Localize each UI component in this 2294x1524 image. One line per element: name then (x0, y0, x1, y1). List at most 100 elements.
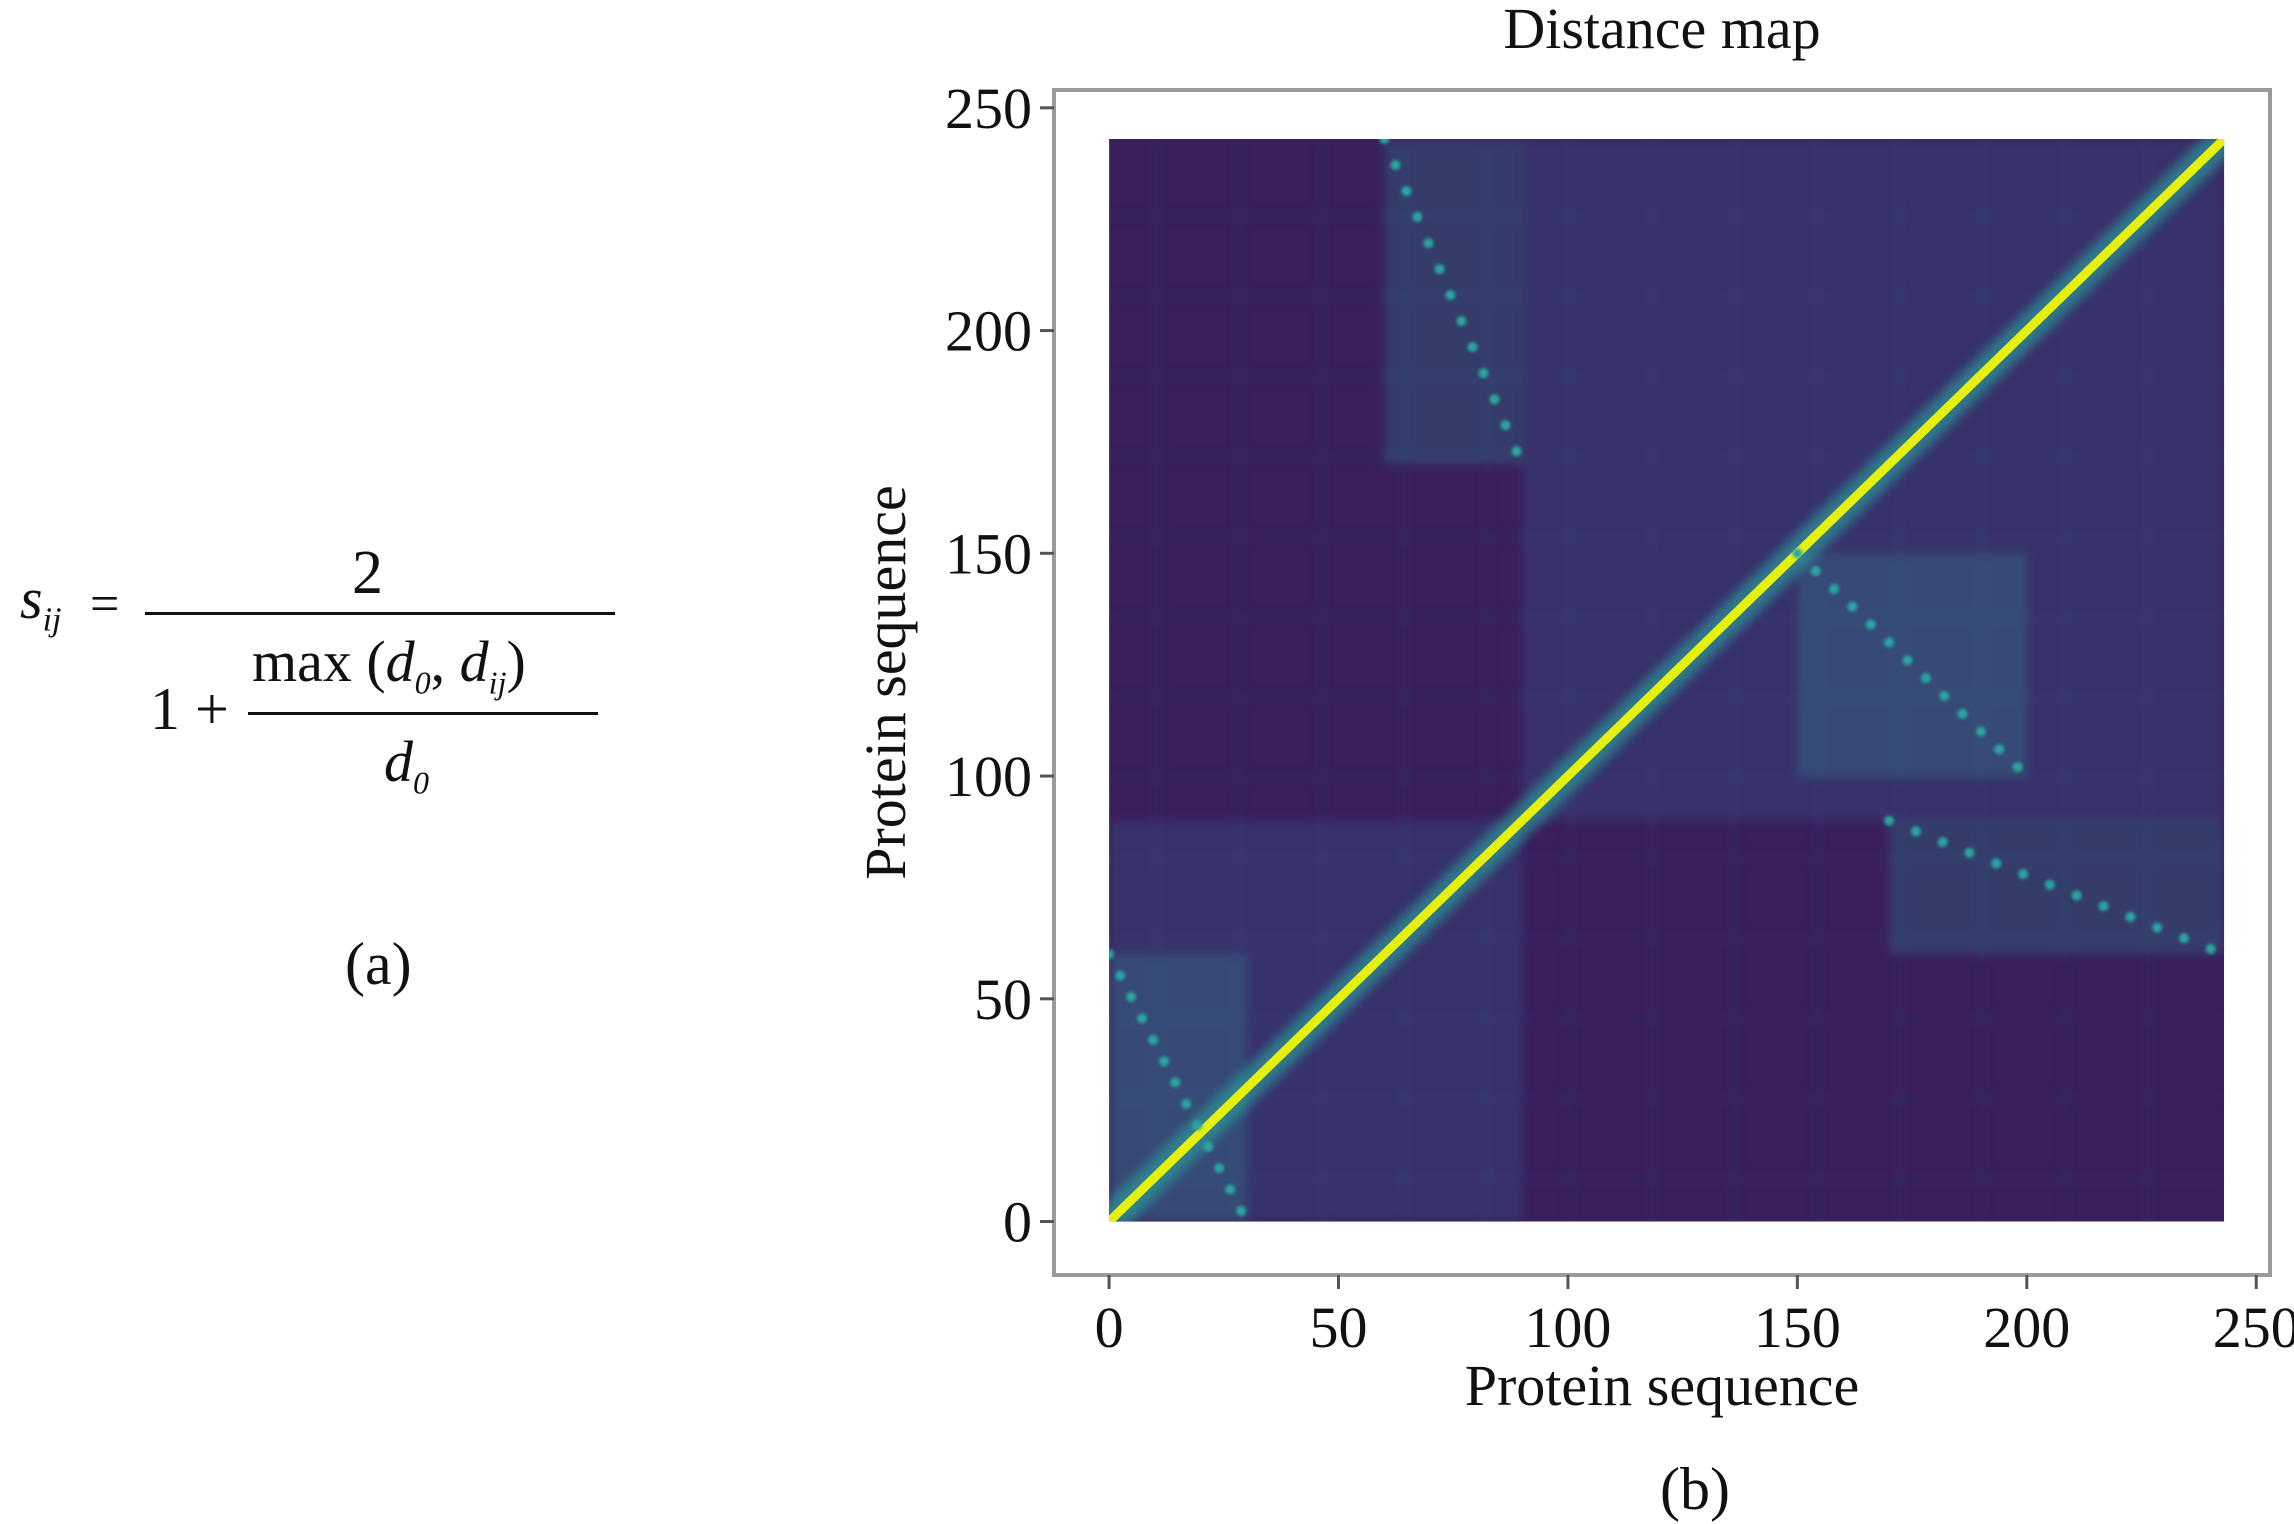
map-stripe (1109, 936, 2225, 940)
x-tick-label: 50 (1309, 1295, 1367, 1360)
contact-point (2018, 869, 2029, 880)
formula-lhs: sij (20, 566, 62, 639)
x-tick-label: 200 (1983, 1295, 2070, 1360)
map-stripe (1567, 139, 1571, 1222)
map-stripe (1109, 856, 2225, 860)
contact-point (2152, 922, 2163, 933)
map-stripe (1320, 139, 1324, 1222)
map-stripe (2063, 139, 2067, 1222)
contact-point (1115, 970, 1126, 981)
contact-point (1467, 342, 1478, 353)
contact-point (1148, 1034, 1159, 1045)
y-tick-label: 50 (974, 967, 1032, 1032)
map-stripe (1237, 139, 1241, 1222)
map-stripe (1109, 294, 2225, 298)
contact-point (1994, 744, 2005, 755)
contact-point (2125, 911, 2136, 922)
contact-point (1511, 446, 1522, 457)
heatmap (1109, 139, 2225, 1222)
y-tick-label: 100 (945, 744, 1032, 809)
contact-point (2098, 901, 2109, 912)
contact-point (1975, 726, 1986, 737)
formula-fraction-bar (145, 612, 615, 615)
map-stripe (1109, 1096, 2225, 1100)
map-stripe (1109, 375, 2225, 379)
contact-point (1884, 637, 1895, 648)
contact-point (2012, 762, 2023, 773)
formula-panel: sij = 2 1 + max (d0, dij) d0 (a) (0, 0, 700, 1524)
contact-point (1159, 1056, 1170, 1067)
contact-point (1910, 826, 1921, 837)
axis-ticks: 0 50 100 150 200 250 0 50 100 150 200 250 (945, 76, 2294, 1360)
formula-one-plus: 1 + (150, 676, 229, 742)
formula-inner-denominator: d0 (384, 729, 429, 801)
panel-a-label: (a) (345, 931, 412, 997)
map-stripe (1898, 139, 1902, 1222)
contact-point (2205, 943, 2216, 954)
contact-points (1109, 139, 2216, 1216)
contact-point (1434, 264, 1445, 275)
contact-point (1810, 566, 1821, 577)
x-axis-title: Protein sequence (1465, 1353, 1860, 1418)
formula-equals: = (90, 576, 120, 633)
map-stripe (1402, 139, 1406, 1222)
map-stripe (1109, 776, 2225, 780)
contact-point (1423, 238, 1434, 249)
contact-point (1902, 655, 1913, 666)
x-tick-label: 100 (1524, 1295, 1611, 1360)
contact-point (1957, 708, 1968, 719)
y-tick-label: 0 (1003, 1190, 1032, 1255)
map-stripe (1109, 535, 2225, 539)
map-stripe (1733, 139, 1737, 1222)
contact-point (1865, 619, 1876, 630)
contact-point (1225, 1184, 1236, 1195)
contact-point (1203, 1141, 1214, 1152)
formula-numerator: 2 (352, 539, 383, 607)
y-tick-label: 200 (945, 299, 1032, 364)
map-stripe (1109, 214, 2225, 218)
x-tick-label: 0 (1095, 1295, 1124, 1360)
contact-point (1379, 139, 1390, 145)
formula-inner-fraction-bar (248, 712, 598, 715)
map-stripe (1980, 139, 1984, 1222)
contact-point (1390, 160, 1401, 171)
map-stripe (1109, 455, 2225, 459)
y-tick-label: 150 (945, 521, 1032, 586)
contact-point (1412, 212, 1423, 223)
map-stripe (2146, 139, 2150, 1222)
contact-point (1500, 420, 1511, 431)
chart-title: Distance map (1503, 0, 1820, 61)
contact-point (2044, 879, 2055, 890)
contact-point (2178, 933, 2189, 944)
map-stripe (1815, 139, 1819, 1222)
contact-point (1489, 394, 1500, 405)
contact-point (1181, 1098, 1192, 1109)
contact-point (1939, 690, 1950, 701)
contact-point (1884, 815, 1895, 826)
contact-point (2071, 890, 2082, 901)
contact-point (1401, 186, 1412, 197)
contact-point (1236, 1205, 1247, 1216)
contact-point (1170, 1077, 1181, 1088)
y-axis-title: Protein sequence (853, 485, 918, 880)
contact-point (1478, 368, 1489, 379)
formula-inner-numerator: max (d0, dij) (252, 629, 526, 701)
map-stripe (1154, 139, 1158, 1222)
map-stripe (1109, 1176, 2225, 1180)
x-tick-label: 150 (1754, 1295, 1841, 1360)
contact-point (1920, 673, 1931, 684)
contact-point (1937, 836, 1948, 847)
contact-point (1126, 992, 1137, 1003)
x-tick-label: 250 (2213, 1295, 2294, 1360)
contact-point (1137, 1013, 1148, 1024)
map-stripe (1485, 139, 1489, 1222)
contact-point (1109, 949, 1115, 960)
contact-point (1445, 290, 1456, 301)
map-stripe (1109, 1016, 2225, 1020)
contact-point (1792, 548, 1803, 559)
panel-b-label: (b) (1660, 1456, 1730, 1522)
contact-point (1456, 316, 1467, 327)
y-tick-label: 250 (945, 76, 1032, 141)
diagonal-line (1109, 139, 2225, 1222)
contact-point (1192, 1120, 1203, 1131)
